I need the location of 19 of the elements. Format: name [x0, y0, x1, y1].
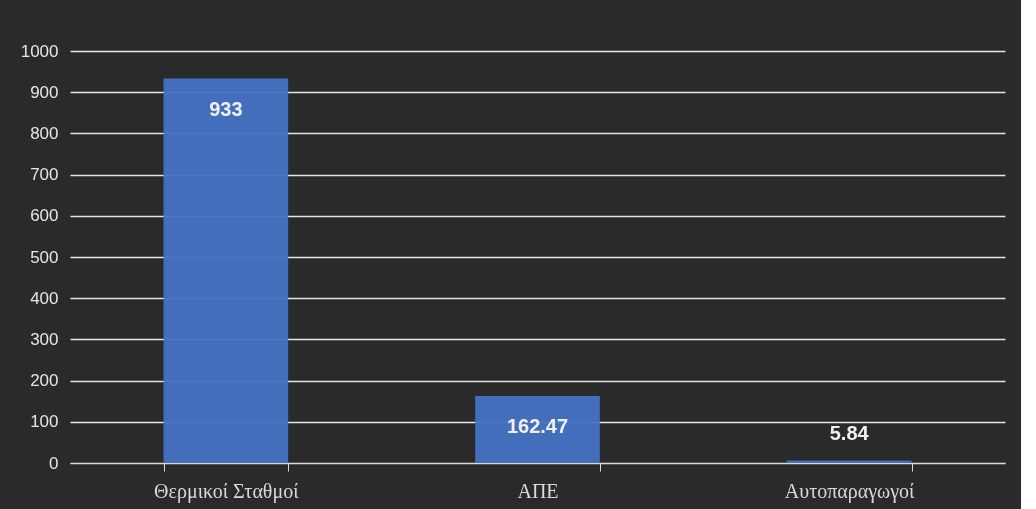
y-tick-label: 500 — [30, 247, 59, 267]
y-tick-label: 800 — [30, 123, 59, 143]
data-label: 162.47 — [506, 415, 569, 438]
y-tick-label: 1000 — [20, 41, 59, 61]
y-tick-label: 400 — [30, 288, 59, 308]
y-tick-label: 700 — [30, 165, 59, 185]
bar — [475, 396, 600, 463]
y-tick-label: 100 — [30, 412, 59, 432]
x-tick-label: Αυτοπαραγωγοί — [784, 479, 916, 503]
data-label: 5.84 — [829, 421, 870, 444]
y-tick-label: 900 — [30, 82, 59, 102]
y-tick-label: 0 — [49, 453, 59, 473]
y-tick-label: 200 — [30, 371, 59, 391]
y-tick-label: 600 — [30, 206, 59, 226]
x-tick-label: ΑΠΕ — [517, 479, 559, 502]
bar — [163, 78, 289, 463]
data-label: 933 — [209, 97, 243, 120]
x-tick-label: Θερμικοί Σταθμοί — [154, 479, 300, 503]
y-tick-label: 300 — [30, 329, 59, 349]
